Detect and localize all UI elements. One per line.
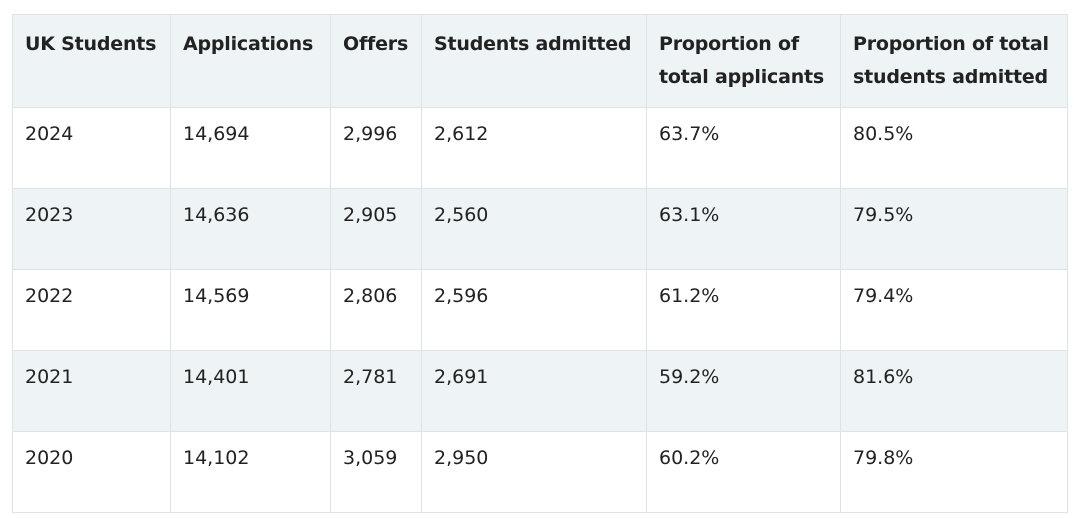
cell-proportion-admitted: 81.6% [840, 350, 1068, 432]
cell-year: 2022 [12, 269, 171, 351]
cell-year: 2020 [12, 431, 171, 513]
table-row: 2022 14,569 2,806 2,596 61.2% 79.4% [12, 269, 1068, 351]
table-row: 2020 14,102 3,059 2,950 60.2% 79.8% [12, 431, 1068, 513]
cell-proportion-applicants: 60.2% [646, 431, 841, 513]
cell-students-admitted: 2,560 [421, 188, 647, 270]
admissions-table-container: UK Students Applications Offers Students… [12, 14, 1068, 513]
table-header-row: UK Students Applications Offers Students… [12, 14, 1068, 108]
cell-applications: 14,569 [170, 269, 331, 351]
cell-applications: 14,636 [170, 188, 331, 270]
cell-proportion-admitted: 79.5% [840, 188, 1068, 270]
table-row: 2021 14,401 2,781 2,691 59.2% 81.6% [12, 350, 1068, 432]
cell-students-admitted: 2,612 [421, 107, 647, 189]
header-offers: Offers [330, 14, 422, 108]
table-row: 2024 14,694 2,996 2,612 63.7% 80.5% [12, 107, 1068, 189]
header-proportion-applicants: Proportion of total applicants [646, 14, 841, 108]
cell-proportion-admitted: 79.8% [840, 431, 1068, 513]
cell-students-admitted: 2,691 [421, 350, 647, 432]
cell-applications: 14,401 [170, 350, 331, 432]
cell-proportion-admitted: 80.5% [840, 107, 1068, 189]
header-uk-students: UK Students [12, 14, 171, 108]
table-row: 2023 14,636 2,905 2,560 63.1% 79.5% [12, 188, 1068, 270]
admissions-table: UK Students Applications Offers Students… [12, 14, 1068, 513]
header-proportion-admitted: Proportion of total students admitted [840, 14, 1068, 108]
header-applications: Applications [170, 14, 331, 108]
cell-offers: 2,905 [330, 188, 422, 270]
cell-year: 2024 [12, 107, 171, 189]
cell-proportion-applicants: 63.7% [646, 107, 841, 189]
cell-applications: 14,694 [170, 107, 331, 189]
cell-proportion-applicants: 63.1% [646, 188, 841, 270]
cell-year: 2021 [12, 350, 171, 432]
cell-offers: 2,996 [330, 107, 422, 189]
cell-proportion-applicants: 61.2% [646, 269, 841, 351]
cell-year: 2023 [12, 188, 171, 270]
cell-offers: 2,806 [330, 269, 422, 351]
cell-proportion-admitted: 79.4% [840, 269, 1068, 351]
cell-offers: 3,059 [330, 431, 422, 513]
cell-proportion-applicants: 59.2% [646, 350, 841, 432]
cell-applications: 14,102 [170, 431, 331, 513]
header-students-admitted: Students admitted [421, 14, 647, 108]
cell-students-admitted: 2,596 [421, 269, 647, 351]
cell-students-admitted: 2,950 [421, 431, 647, 513]
cell-offers: 2,781 [330, 350, 422, 432]
